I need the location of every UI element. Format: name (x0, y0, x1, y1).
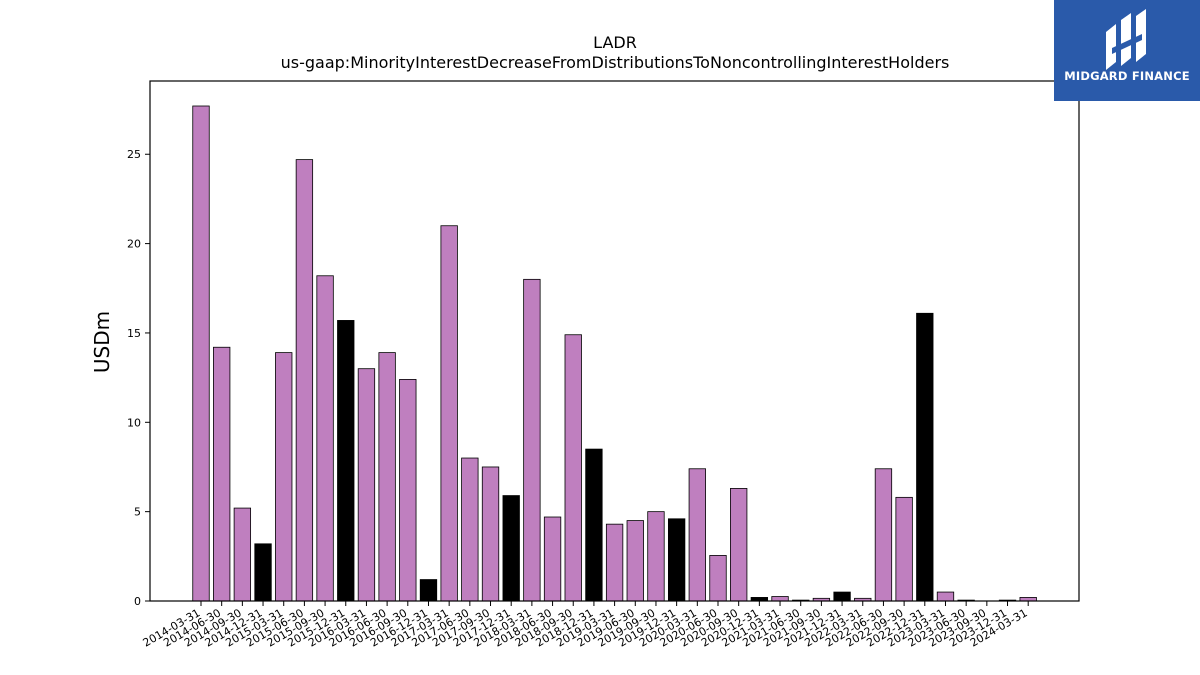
x-ticks: 2014-03-312014-06-302014-09-302014-12-31… (141, 601, 1030, 650)
bar (337, 320, 355, 602)
bar (233, 507, 252, 602)
bar (626, 520, 644, 602)
y-tick-label: 15 (127, 327, 141, 340)
bar (461, 457, 479, 602)
y-tick-label: 0 (134, 595, 141, 608)
bar (481, 466, 500, 602)
bar (419, 579, 438, 602)
bar (564, 334, 582, 602)
bar (730, 488, 748, 602)
bar (440, 225, 458, 602)
bar (254, 543, 272, 602)
bar (275, 352, 293, 602)
bar (709, 555, 727, 602)
bar (936, 591, 955, 602)
bar (833, 591, 851, 602)
bar (378, 352, 396, 602)
brand-logo: MIDGARD FINANCE (1054, 0, 1200, 101)
bar (357, 368, 376, 602)
bar (399, 379, 417, 602)
y-axis-label: USDm (90, 311, 114, 373)
bars-layer (192, 105, 1037, 602)
y-tick-label: 5 (134, 506, 141, 519)
bar (874, 468, 893, 602)
bar (213, 346, 231, 602)
bar (192, 105, 210, 602)
bar (502, 495, 520, 602)
y-tick-label: 25 (127, 148, 141, 161)
bar (895, 496, 913, 602)
y-tick-label: 10 (127, 416, 141, 429)
y-tick-label: 20 (127, 238, 141, 251)
bar (523, 278, 541, 602)
bar (605, 523, 624, 602)
chart-title: LADR (593, 33, 637, 52)
bar (543, 516, 562, 602)
brand-name: MIDGARD FINANCE (1064, 69, 1190, 83)
chart-subtitle: us-gaap:MinorityInterestDecreaseFromDist… (281, 53, 950, 72)
midgard-logo-icon (1106, 9, 1146, 70)
bar (647, 511, 665, 602)
bar (688, 468, 706, 602)
bar (316, 275, 334, 602)
bar (771, 596, 789, 602)
bar (667, 518, 686, 602)
bar (916, 312, 934, 602)
bar (295, 159, 314, 602)
bar (585, 448, 603, 602)
plot-frame (149, 80, 1080, 602)
y-ticks: 0 5 10 15 20 25 (127, 148, 150, 608)
